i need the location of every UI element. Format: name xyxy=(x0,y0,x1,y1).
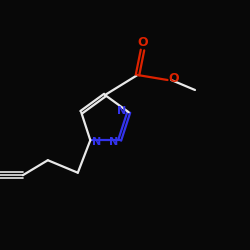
Text: N: N xyxy=(117,106,126,116)
Text: N: N xyxy=(92,137,101,147)
Text: O: O xyxy=(137,36,148,50)
Text: N: N xyxy=(109,137,118,147)
Text: O: O xyxy=(168,72,179,85)
